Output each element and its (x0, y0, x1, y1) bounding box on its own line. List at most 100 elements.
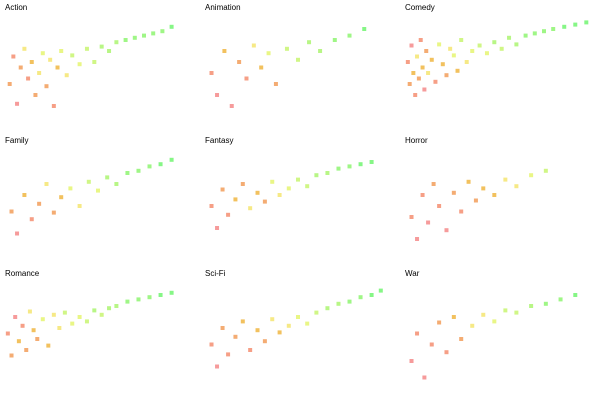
point (378, 288, 383, 293)
point (84, 46, 89, 51)
point (314, 173, 319, 178)
point (562, 24, 567, 29)
point (542, 29, 546, 34)
point (215, 364, 220, 369)
point (415, 54, 420, 59)
point (9, 209, 14, 214)
point (473, 198, 478, 203)
point (226, 352, 231, 357)
point (33, 93, 38, 97)
point (22, 46, 27, 51)
point (325, 171, 330, 175)
point (114, 40, 119, 45)
point (318, 49, 323, 53)
point (158, 293, 163, 297)
point (551, 27, 556, 31)
point (409, 43, 414, 48)
point (220, 326, 225, 330)
point (415, 331, 420, 336)
point (151, 31, 156, 36)
point (262, 339, 267, 344)
point (286, 323, 291, 328)
point (523, 33, 528, 38)
point (132, 35, 137, 40)
point (26, 76, 31, 81)
point (51, 312, 56, 317)
point (29, 60, 34, 64)
point (418, 38, 423, 42)
point (99, 312, 104, 317)
point (51, 210, 56, 215)
panel-title: Action (5, 3, 27, 12)
point (248, 348, 253, 352)
point (96, 188, 100, 193)
point (220, 187, 225, 192)
point (160, 29, 165, 34)
point (29, 217, 34, 222)
point (573, 22, 578, 27)
point (277, 193, 282, 197)
point (420, 193, 425, 197)
point (169, 157, 174, 162)
point (273, 82, 278, 86)
point (70, 53, 75, 58)
point (409, 359, 414, 363)
point (413, 93, 418, 97)
point (407, 82, 412, 86)
point (336, 166, 341, 171)
point (114, 182, 119, 186)
point (444, 228, 449, 233)
point (123, 38, 128, 42)
point (503, 308, 508, 313)
point (5, 331, 10, 336)
point (169, 24, 174, 29)
point (470, 49, 475, 53)
point (543, 301, 548, 306)
point (416, 76, 421, 81)
point (262, 199, 267, 204)
point (215, 226, 220, 230)
point (270, 317, 275, 322)
point (558, 297, 563, 302)
point (27, 309, 32, 314)
point (86, 179, 91, 184)
point (325, 306, 330, 311)
point (286, 186, 291, 191)
point (233, 197, 238, 202)
point (422, 375, 427, 380)
point (222, 49, 227, 53)
point (429, 342, 434, 347)
point (31, 328, 36, 333)
point (215, 93, 220, 97)
point (464, 60, 469, 64)
point (451, 315, 456, 319)
point (44, 182, 49, 186)
point (503, 177, 508, 182)
point (209, 342, 214, 347)
point (15, 101, 20, 106)
point (57, 326, 62, 330)
point (440, 62, 445, 67)
point (255, 328, 260, 333)
point (48, 57, 53, 62)
point (296, 57, 300, 62)
point (99, 44, 104, 49)
point (70, 321, 75, 326)
point (20, 323, 25, 328)
point (229, 104, 234, 108)
point (573, 293, 578, 297)
point (532, 31, 537, 36)
point (543, 168, 548, 173)
point (24, 348, 29, 352)
point (15, 231, 20, 236)
point (147, 295, 152, 300)
point (459, 337, 464, 341)
point (437, 204, 442, 208)
point (529, 173, 534, 178)
point (307, 40, 312, 45)
panel-title: Family (5, 136, 29, 145)
point (22, 193, 27, 197)
point (84, 319, 89, 324)
point (466, 179, 471, 184)
